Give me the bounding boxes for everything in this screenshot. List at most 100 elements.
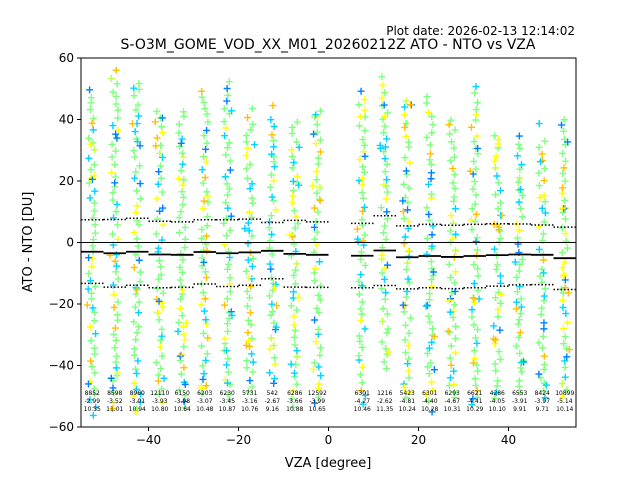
- data-point: [293, 353, 301, 361]
- data-point: [111, 324, 119, 332]
- data-point: [202, 316, 210, 324]
- data-point: [158, 114, 166, 122]
- data-point: [200, 370, 208, 378]
- data-point: [561, 215, 569, 223]
- data-point: [496, 355, 504, 363]
- data-point: [315, 183, 323, 191]
- data-point: [516, 389, 524, 397]
- data-point: [199, 288, 207, 296]
- data-point: [468, 306, 476, 314]
- data-point: [295, 294, 303, 302]
- data-point: [513, 273, 521, 281]
- data-point: [312, 111, 320, 119]
- bin-std-label: 11.35: [376, 406, 393, 413]
- data-point: [293, 380, 301, 388]
- data-point: [513, 234, 521, 242]
- data-point: [560, 340, 568, 348]
- data-point: [564, 289, 572, 297]
- data-point: [355, 122, 363, 130]
- data-point: [244, 302, 252, 310]
- data-point: [244, 388, 252, 396]
- data-point: [290, 288, 298, 296]
- data-point: [113, 134, 121, 142]
- data-point: [270, 177, 278, 185]
- data-point: [181, 391, 189, 399]
- data-point: [225, 78, 233, 86]
- data-point: [151, 118, 159, 126]
- bin-count-label: 8960: [130, 390, 145, 397]
- data-point: [132, 365, 140, 373]
- bin-mean-label: -4.81: [399, 398, 415, 405]
- data-point: [200, 197, 208, 205]
- data-point: [112, 130, 120, 138]
- data-point: [133, 235, 141, 243]
- data-point: [561, 177, 569, 185]
- data-point: [290, 369, 298, 377]
- data-point: [314, 160, 322, 168]
- data-point: [472, 165, 480, 173]
- data-point: [293, 260, 301, 268]
- data-point: [494, 313, 502, 321]
- data-point: [424, 363, 432, 371]
- data-point: [157, 123, 165, 131]
- data-point: [560, 164, 568, 172]
- data-point: [449, 179, 457, 187]
- data-point: [404, 199, 412, 207]
- data-point: [181, 223, 189, 231]
- data-point: [248, 232, 256, 240]
- data-point: [271, 360, 279, 368]
- data-point: [249, 120, 257, 128]
- data-point: [130, 147, 138, 155]
- data-point: [292, 213, 300, 221]
- y-axis-label: ATO - NTO [DU]: [21, 192, 36, 293]
- data-point: [204, 118, 212, 126]
- data-point: [428, 282, 436, 290]
- data-point: [406, 159, 414, 167]
- data-point: [267, 116, 275, 124]
- data-point: [474, 367, 482, 375]
- data-point: [471, 375, 479, 383]
- data-point: [109, 196, 117, 204]
- data-point: [515, 333, 523, 341]
- data-point: [360, 148, 368, 156]
- data-point: [202, 382, 210, 390]
- data-point: [312, 168, 320, 176]
- data-point: [136, 278, 144, 286]
- data-point: [181, 336, 189, 344]
- data-point: [131, 153, 139, 161]
- bin-mean-label: -3.16: [242, 398, 258, 405]
- data-point: [562, 237, 570, 245]
- y-tick-label: 60: [59, 51, 74, 65]
- data-point: [244, 329, 252, 337]
- data-point: [87, 94, 95, 102]
- data-point: [472, 106, 480, 114]
- data-point: [314, 325, 322, 333]
- data-point: [313, 128, 321, 136]
- data-point: [267, 334, 275, 342]
- bin-column-6: [216, 78, 239, 403]
- data-point: [494, 205, 502, 213]
- data-point: [135, 221, 143, 229]
- data-point: [133, 286, 141, 294]
- data-point: [109, 384, 117, 392]
- data-point: [293, 118, 301, 126]
- data-point: [109, 189, 117, 197]
- data-point: [180, 364, 188, 372]
- data-point: [518, 256, 526, 264]
- data-point: [355, 277, 363, 285]
- data-point: [135, 85, 143, 93]
- data-point: [112, 147, 120, 155]
- data-point: [114, 221, 122, 229]
- data-point: [361, 391, 369, 399]
- data-point: [248, 213, 256, 221]
- data-point: [474, 265, 482, 273]
- data-point: [429, 387, 437, 395]
- data-point: [246, 377, 254, 385]
- data-point: [401, 103, 409, 111]
- bin-column-13: [396, 97, 419, 402]
- data-point: [87, 357, 95, 365]
- data-point: [517, 358, 525, 366]
- data-point: [177, 167, 185, 175]
- data-point: [290, 271, 298, 279]
